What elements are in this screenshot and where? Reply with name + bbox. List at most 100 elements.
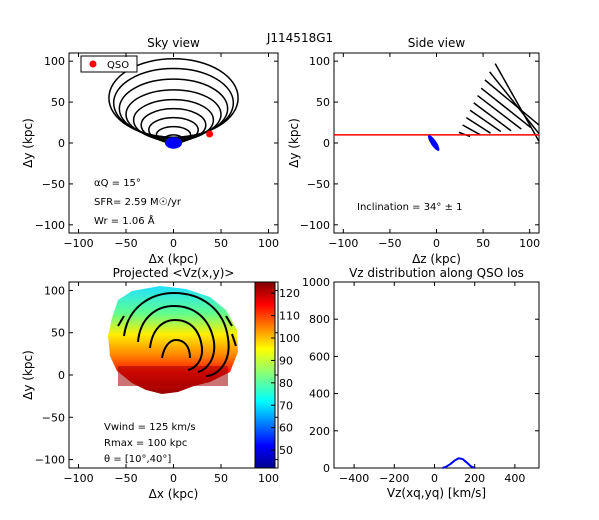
projected-vz-map [108,286,238,394]
sky-xtick-label: −50 [114,237,137,250]
cone-line [462,124,481,136]
contour-middle [137,304,216,373]
sky-ytick-label: −50 [42,178,65,191]
contour-edge-marks [117,315,237,347]
sky-view-wr-annotation: Wr = 1.06 Å [94,214,155,227]
sky-ytick-label: −100 [35,219,65,232]
vz-distribution-curve [442,457,476,469]
projected-vz-contours [117,291,237,377]
cone-line [489,71,539,135]
proj-ytick-label: 100 [44,284,65,297]
side-view-panel: Side view Inclination = 34° ± 1 −100 −50 0… [287,36,540,266]
projected-vz-title: Projected <Vz(x,y)> [113,266,235,280]
sky-view-qso-points [206,130,214,138]
figure-id-label: J114518G1 [266,31,333,45]
side-xtick-label: −100 [328,237,358,250]
vz-xtick-label: 0 [431,472,438,485]
vz-xtick-label: 200 [464,472,485,485]
proj-ytick-label: 50 [51,327,65,340]
sky-view-sfr-annotation: SFR= 2.59 M☉/yr [94,197,182,208]
sky-ytick-label: 50 [51,96,65,109]
sky-view-xlabel: Δx (kpc) [149,252,199,266]
galaxy-disk [164,137,183,149]
vz-distribution-panel: Vz distribution along QSO los −400 −200 0 2… [302,266,540,500]
sky-view-ticks: −100 −50 0 50 100 100 50 0 −50 −100 [35,53,279,250]
vz-xtick-label: −200 [379,472,409,485]
colorbar-tick-label: 110 [279,310,300,323]
vz-distribution-plot-frame [333,281,540,469]
vz-distribution-xlabel: Vz(xq,yq) [km/s] [387,486,486,500]
contour-outer [123,291,230,377]
colorbar-tick-label: 80 [279,377,293,390]
sky-ytick-label: 0 [58,137,65,150]
cone-line [477,94,522,130]
side-ytick-label: 100 [309,55,330,68]
projected-vz-xlabel: Δx (kpc) [149,487,199,501]
contour-inner [149,318,204,371]
vz-ytick-label: 800 [309,313,330,326]
vz-ytick-label: 200 [309,425,330,438]
projected-vwind-annotation: Vwind = 125 km/s [104,422,196,433]
sky-xtick-label: 50 [214,237,228,250]
cone-line [484,79,539,127]
colorbar-tick-label: 100 [279,332,300,345]
side-view-ticks: −100 −50 0 50 100 100 50 0 −50 −100 [300,53,540,250]
colorbar-tick-label: 120 [279,287,300,300]
sky-view-galaxy-disk [164,137,183,149]
colorbar-tick-label: 50 [279,444,293,457]
sky-view-legend: QSO [80,55,138,73]
sky-xtick-label: 100 [258,237,279,250]
proj-xtick-label: −50 [114,472,137,485]
vz-ytick-label: 1000 [302,276,330,289]
cone-line [469,109,502,133]
cone-line [473,102,512,132]
vz-distribution-ticks: −400 −200 0 200 400 1000 800 600 400 200 0 [302,276,539,485]
vz-ytick-label: 400 [309,388,330,401]
vz-xtick-label: −400 [339,472,369,485]
side-view-ylabel: Δy (kpc) [287,118,301,168]
projected-vz-ylabel: Δy (kpc) [21,350,35,400]
side-view-cone-lines [458,63,539,143]
colorbar-tick-label: 60 [279,422,293,435]
side-view-galaxy-disk [427,135,440,151]
proj-xtick-label: 0 [170,472,177,485]
colorbar-tick-label: 70 [279,399,293,412]
side-ytick-label: 0 [323,137,330,150]
sky-view-title: Sky view [147,36,200,50]
vz-ytick-label: 0 [323,462,330,475]
side-view-title: Side view [408,36,466,50]
colorbar [254,281,276,469]
side-ytick-label: −50 [307,178,330,191]
proj-xtick-label: −100 [63,472,93,485]
vz-xtick-label: 400 [504,472,525,485]
legend-box [80,55,138,73]
sky-view-alpha-annotation: αQ = 15° [94,178,141,189]
galaxy-disk-side [427,135,440,151]
qso-point [206,130,214,138]
side-ytick-label: 50 [316,96,330,109]
side-xtick-label: −50 [378,237,401,250]
projected-vz-ticks: −100 −50 0 50 100 100 50 0 −50 −100 [35,282,279,485]
vz-distribution-line [442,457,476,469]
vz-distribution-title: Vz distribution along QSO los [349,266,524,280]
colorbar-ticks: 120 110 100 90 80 70 60 50 [271,287,300,457]
cone-line [480,87,532,129]
proj-ytick-label: −100 [35,454,65,467]
sky-ytick-label: 100 [44,55,65,68]
sky-xtick-label: 0 [170,237,177,250]
side-xtick-label: 0 [433,237,440,250]
sky-xtick-label: −100 [63,237,93,250]
side-xtick-label: 100 [519,237,540,250]
side-ytick-label: −100 [300,219,330,232]
proj-ytick-label: −50 [42,411,65,424]
side-xtick-label: 50 [476,237,490,250]
vz-ytick-label: 600 [309,350,330,363]
legend-qso-marker [89,60,97,68]
legend-qso-label: QSO [107,60,129,71]
proj-ytick-label: 0 [58,369,65,382]
sky-view-panel: Sky view QSO αQ = 15° SFR= 2.59 M☉/yr Wr… [21,36,279,266]
projected-theta-annotation: θ = [10°,40°] [104,454,171,465]
proj-xtick-label: 50 [214,472,228,485]
contour-core [161,338,191,359]
